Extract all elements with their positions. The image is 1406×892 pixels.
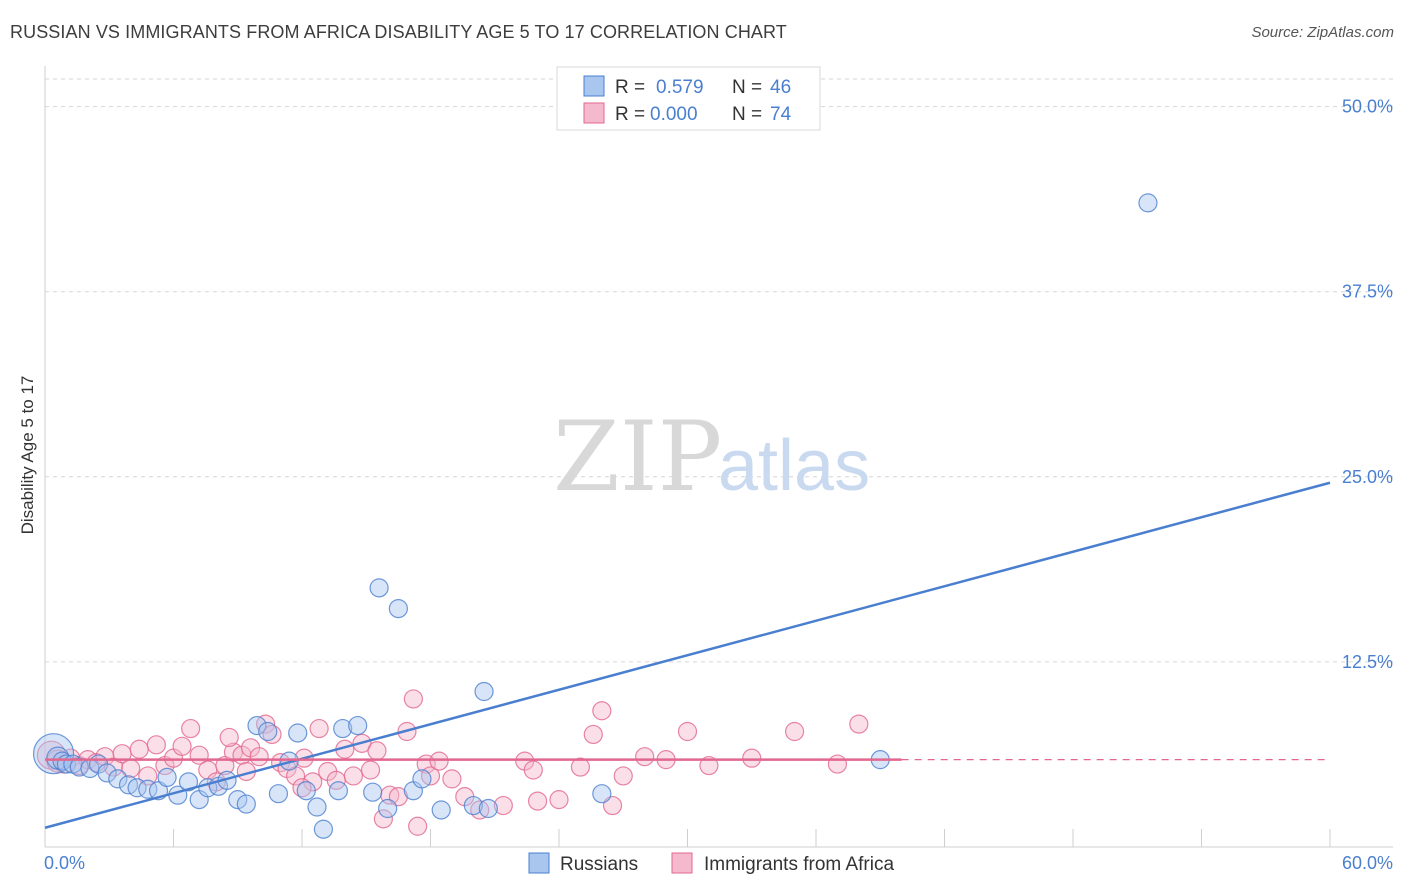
- y-tick-label-0: 12.5%: [1342, 652, 1393, 672]
- trend-line-russians: [44, 481, 1331, 829]
- africa-point-73: [219, 727, 239, 748]
- axes: [44, 66, 1393, 848]
- russians-point-36: [378, 798, 398, 819]
- russians-point-44: [592, 784, 612, 804]
- africa-point-63: [613, 766, 633, 786]
- series-legend: Russians Immigrants from Africa: [528, 852, 894, 875]
- russians-point-37: [388, 598, 408, 619]
- russians-point-34: [363, 782, 383, 802]
- africa-point-54: [493, 795, 513, 816]
- africa-point-42: [373, 809, 393, 829]
- chart-title: RUSSIAN VS IMMIGRANTS FROM AFRICA DISABI…: [10, 22, 787, 42]
- y-tick-labels: 12.5% 25.0% 37.5% 50.0%: [1342, 97, 1393, 672]
- legend-swatch-russians: [583, 75, 605, 97]
- source-label: Source: ZipAtlas.com: [1251, 24, 1394, 41]
- russians-point-9: [108, 769, 128, 789]
- africa-point-40: [360, 760, 381, 780]
- africa-point-13: [146, 735, 166, 755]
- africa-point-60: [583, 724, 603, 745]
- africa-point-56: [523, 760, 543, 780]
- legend-r-label-russians: R =: [615, 77, 645, 98]
- africa-point-11: [129, 739, 149, 759]
- africa-point-57: [527, 791, 548, 811]
- africa-point-69: [784, 721, 805, 742]
- y-tick-label-2: 37.5%: [1342, 282, 1393, 302]
- russians-point-29: [307, 797, 327, 817]
- russians-point-28: [296, 781, 316, 801]
- bottom-legend-swatch-russians: [528, 852, 550, 874]
- russians-point-31: [328, 781, 349, 801]
- legend-n-value-russians: 46: [770, 77, 791, 98]
- russians-point-39: [412, 769, 432, 789]
- legend-r-value-africa: 0.000: [650, 104, 698, 125]
- series-immigrants-from-africa: [36, 689, 869, 836]
- legend-n-value-africa: 74: [770, 104, 792, 125]
- correlation-legend: R = 0.579 N = 46 R = 0.000 N = 74: [556, 66, 821, 131]
- africa-point-34: [309, 718, 329, 739]
- russians-point-22: [236, 794, 256, 814]
- y-tick-label-1: 25.0%: [1342, 467, 1393, 487]
- russians-point-23: [247, 715, 267, 736]
- africa-point-68: [742, 748, 762, 768]
- russians-point-33: [348, 715, 368, 736]
- africa-point-70: [827, 754, 848, 774]
- bottom-legend-swatch-africa: [671, 852, 693, 874]
- africa-point-59: [570, 757, 591, 777]
- africa-point-61: [592, 701, 612, 721]
- russians-point-25: [268, 784, 289, 804]
- africa-point-66: [677, 721, 698, 742]
- africa-point-12: [138, 766, 158, 786]
- africa-point-71: [849, 714, 869, 734]
- russians-point-21: [228, 790, 248, 810]
- russians-point-8: [97, 763, 117, 783]
- watermark-atlas: atlas: [718, 426, 870, 506]
- africa-point-58: [549, 790, 569, 810]
- legend-r-value-russians: 0.579: [656, 77, 704, 98]
- africa-point-38: [343, 766, 363, 786]
- x-tick-label-min: 0.0%: [44, 853, 85, 873]
- bottom-legend-label-africa: Immigrants from Africa: [704, 854, 894, 875]
- russians-point-27: [288, 723, 308, 743]
- y-tick-label-3: 50.0%: [1342, 97, 1393, 117]
- russians-point-43: [478, 798, 498, 819]
- africa-point-51: [442, 769, 462, 789]
- legend-r-label-africa: R =: [615, 104, 645, 125]
- legend-swatch-africa: [583, 102, 605, 124]
- africa-point-50: [429, 751, 449, 771]
- africa-point-17: [181, 718, 201, 739]
- russians-point-32: [333, 718, 353, 739]
- africa-point-16: [172, 736, 192, 756]
- africa-point-41: [367, 741, 387, 761]
- bottom-legend-label-russians: Russians: [560, 854, 638, 875]
- russians-point-40: [431, 800, 451, 820]
- russians-point-35: [369, 578, 389, 598]
- africa-point-67: [699, 755, 719, 776]
- x-tick-label-max: 60.0%: [1342, 853, 1393, 873]
- africa-point-62: [602, 795, 623, 816]
- grid-lines: [45, 78, 1393, 663]
- russians-point-41: [463, 795, 483, 816]
- russians-point-14: [157, 767, 177, 788]
- russians-point-46: [1138, 193, 1158, 213]
- russians-point-24: [258, 721, 278, 742]
- legend-n-label-africa: N =: [732, 104, 762, 125]
- russians-point-42: [474, 681, 494, 702]
- africa-point-26: [249, 747, 269, 767]
- russians-point-16: [178, 772, 199, 792]
- africa-point-64: [635, 747, 655, 767]
- watermark-zip: ZIP: [553, 401, 722, 513]
- africa-point-47: [408, 816, 428, 836]
- africa-point-46: [403, 689, 423, 709]
- trend-lines: [44, 481, 1331, 829]
- legend-n-label-russians: N =: [732, 77, 762, 98]
- russians-point-30: [313, 819, 334, 839]
